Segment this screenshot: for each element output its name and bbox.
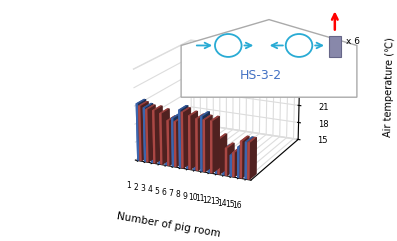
Text: x 6: x 6 xyxy=(346,37,360,46)
Polygon shape xyxy=(181,20,357,97)
Bar xyxy=(329,36,341,57)
X-axis label: Number of pig room: Number of pig room xyxy=(116,211,221,239)
Text: HS-3-2: HS-3-2 xyxy=(239,68,281,81)
